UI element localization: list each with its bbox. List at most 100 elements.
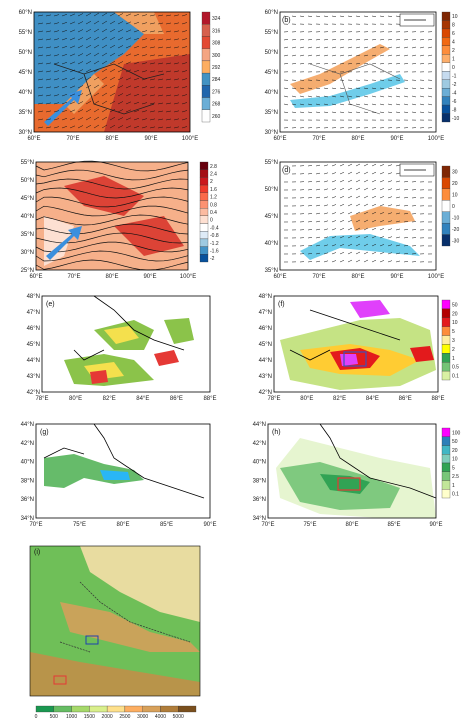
- wind-vector: [117, 45, 124, 49]
- wind-vector: [355, 54, 361, 57]
- wind-vector: [77, 21, 84, 25]
- wind-vector: [61, 38, 68, 41]
- wind-vector: [331, 228, 337, 231]
- wind-vector: [387, 260, 393, 263]
- wind-vector: [133, 69, 140, 73]
- wind-vector: [403, 261, 409, 263]
- wind-vector: [133, 37, 140, 41]
- wind-vector: [181, 118, 188, 121]
- wind-vector: [173, 38, 180, 41]
- wind-vector: [395, 54, 401, 57]
- wind-vector: [315, 54, 321, 57]
- panel-a-colorbar-swatch: [201, 48, 211, 62]
- wind-vector: [37, 14, 44, 17]
- wind-vector: [85, 124, 92, 129]
- wind-vector: [299, 103, 305, 106]
- wind-vector: [315, 111, 321, 113]
- panel-i-colorbar-label: 2000: [102, 714, 113, 720]
- panel-c-lon-tick: 90°E: [143, 274, 156, 280]
- wind-vector: [93, 92, 100, 97]
- wind-vector: [165, 46, 172, 49]
- panel-f-colorbar-label: 10: [452, 320, 458, 326]
- panel-c-colorbar-swatch: [199, 192, 209, 201]
- wind-vector: [283, 87, 289, 90]
- wind-vector: [331, 260, 337, 263]
- panel-h-colorbar-swatch: [441, 427, 451, 437]
- panel-d-colorbar-swatch: [441, 200, 451, 212]
- wind-vector: [181, 86, 188, 89]
- wind-vector: [347, 187, 353, 191]
- wind-vector: [77, 13, 84, 17]
- wind-vector: [355, 111, 361, 113]
- panel-e-lat-tick: 43°N: [27, 374, 40, 380]
- wind-vector: [69, 69, 76, 73]
- wind-vector: [387, 188, 393, 191]
- wind-vector: [93, 60, 100, 65]
- panel-e-lat-tick: 47°N: [27, 310, 40, 316]
- wind-vector: [117, 69, 124, 73]
- wind-vector: [379, 204, 385, 207]
- wind-vector: [307, 15, 313, 17]
- wind-vector: [323, 46, 329, 49]
- wind-vector: [291, 103, 297, 106]
- wind-vector: [133, 125, 140, 129]
- panel-a-lat-tick: 50°N: [19, 50, 32, 56]
- wind-vector: [347, 227, 353, 231]
- wind-vector: [307, 95, 313, 98]
- wind-vector: [85, 116, 92, 121]
- panel-b-colorbar-label: 2: [452, 48, 455, 54]
- wind-vector: [419, 63, 425, 65]
- wind-vector: [307, 261, 313, 263]
- wind-vector: [355, 227, 361, 231]
- wind-vector: [133, 53, 140, 57]
- wind-vector: [371, 163, 377, 167]
- wind-vector: [403, 63, 409, 65]
- wind-vector: [403, 237, 409, 239]
- wind-vector: [125, 61, 132, 65]
- wind-vector: [69, 101, 76, 105]
- panel-i-colorbar-label: 1000: [66, 714, 77, 720]
- wind-vector: [427, 54, 433, 57]
- wind-vector: [165, 94, 172, 97]
- wind-vector: [363, 187, 369, 191]
- wind-vector: [93, 44, 100, 49]
- panel-b-colorbar-label: 6: [452, 31, 455, 37]
- wind-vector: [37, 70, 44, 73]
- wind-vector: [323, 87, 329, 90]
- panel-c-map: 55°N 50°N 45°N 40°N 35°N 30°N 25°N60°E 70°E 80°E…: [21, 160, 219, 280]
- wind-vector: [53, 30, 60, 33]
- wind-vector: [45, 22, 52, 25]
- wind-vector: [339, 111, 345, 113]
- panel-a-lat-tick: 35°N: [19, 110, 32, 116]
- wind-vector: [77, 61, 84, 65]
- panel-d-colorbar-label: 30: [452, 170, 458, 176]
- panel-d-colorbar-label: -20: [452, 227, 459, 233]
- wind-vector: [403, 46, 409, 49]
- wind-vector: [133, 45, 140, 49]
- panel-f-colorbar-swatch: [441, 335, 451, 345]
- panel-i-study-box-blue: [85, 635, 99, 645]
- wind-vector: [69, 125, 76, 129]
- wind-vector: [101, 52, 108, 57]
- panel-b-border: [309, 63, 401, 115]
- wind-vector: [355, 15, 361, 17]
- wind-vector: [403, 103, 409, 106]
- wind-vector: [387, 172, 393, 175]
- wind-vector: [307, 213, 313, 215]
- wind-vector: [109, 60, 116, 65]
- panel-a-lat-axis: 60°N 55°N 50°N 45°N 40°N 35°N 30°N: [19, 10, 32, 136]
- wind-vector: [419, 95, 425, 98]
- panel-d-colorbar-label: -10: [452, 215, 459, 221]
- wind-vector: [371, 46, 377, 49]
- wind-vector: [323, 111, 329, 113]
- wind-vector: [403, 189, 409, 191]
- wind-vector: [339, 46, 345, 49]
- wind-vector: [101, 108, 108, 113]
- wind-vector: [85, 108, 92, 113]
- wind-vector: [331, 236, 337, 239]
- wind-vector: [355, 211, 361, 215]
- wind-vector: [53, 54, 60, 57]
- wind-vector: [307, 205, 313, 207]
- wind-vector: [323, 54, 329, 57]
- wind-vector: [403, 221, 409, 223]
